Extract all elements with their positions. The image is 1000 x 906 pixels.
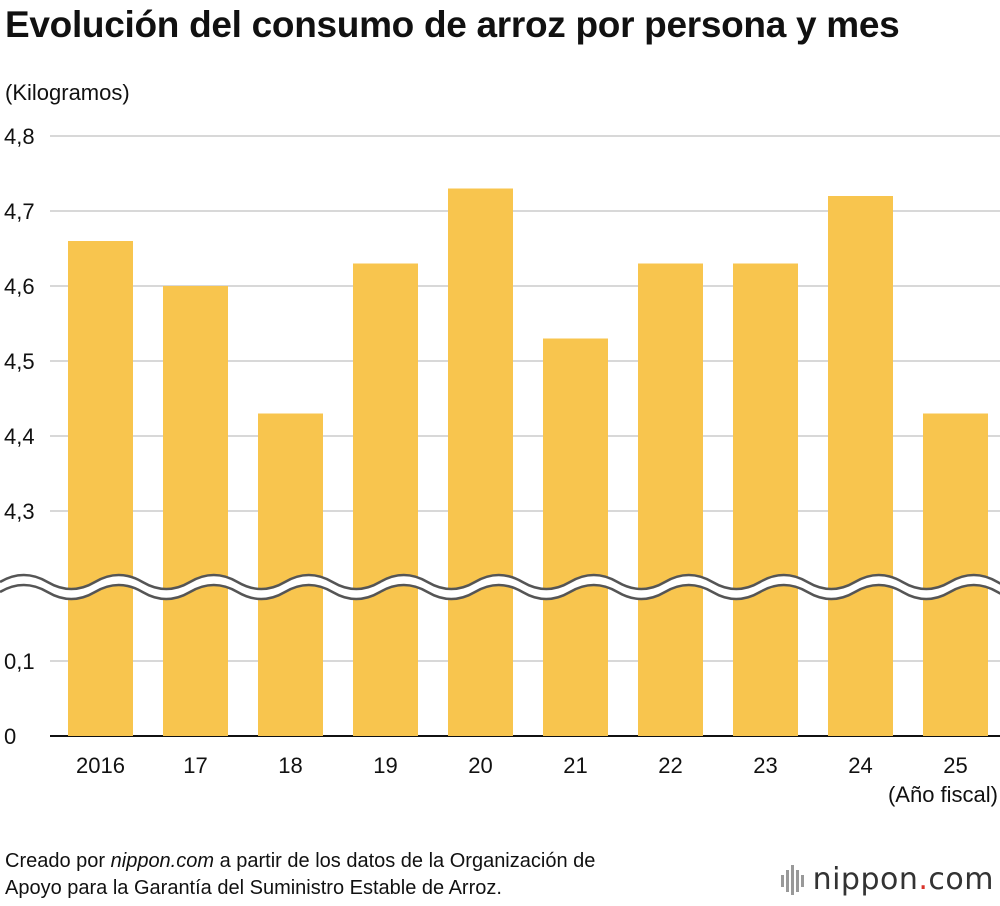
- x-tick-label: 2016: [76, 753, 125, 778]
- x-tick-label: 19: [373, 753, 397, 778]
- y-tick-label: 0: [4, 724, 16, 749]
- y-tick-label: 4,4: [4, 424, 35, 449]
- x-tick-label: 22: [658, 753, 682, 778]
- chart-title: Evolución del consumo de arroz por perso…: [5, 4, 900, 45]
- y-tick-label: 4,3: [4, 499, 35, 524]
- logo-text-post: com: [928, 862, 994, 897]
- x-tick-label: 23: [753, 753, 777, 778]
- x-tick-label: 21: [563, 753, 587, 778]
- x-tick-label: 17: [183, 753, 207, 778]
- bar: [638, 263, 703, 736]
- logo-text: nippon.com: [813, 862, 994, 897]
- bar: [828, 196, 893, 736]
- bars: [68, 188, 988, 736]
- source-text-before: Creado por: [5, 850, 111, 872]
- bar: [448, 188, 513, 736]
- axis-break-gap: [0, 575, 1000, 599]
- source-text-line2: Apoyo para la Garantía del Suministro Es…: [5, 877, 502, 899]
- bar: [543, 338, 608, 736]
- x-tick-label: 25: [943, 753, 967, 778]
- bar: [353, 263, 418, 736]
- y-tick-label: 4,5: [4, 349, 35, 374]
- x-tick-label: 18: [278, 753, 302, 778]
- bar: [68, 241, 133, 736]
- y-axis-label: (Kilogramos): [5, 80, 130, 105]
- y-tick-label: 0,1: [4, 649, 35, 674]
- y-tick-label: 4,6: [4, 274, 35, 299]
- axis-break: [0, 573, 1000, 601]
- source-brand: nippon.com: [110, 850, 215, 872]
- logo-text-pre: nippon: [812, 862, 919, 897]
- logo-dot: .: [918, 862, 929, 897]
- logo-bars-icon: [780, 864, 804, 895]
- x-tick-label: 24: [848, 753, 872, 778]
- source-text-line1: a partir de los datos de la Organización…: [214, 850, 596, 872]
- source-note: Creado por nippon.com a partir de los da…: [5, 848, 595, 902]
- axis-break-lower-line: [0, 583, 1000, 601]
- nippon-logo: nippon.com: [780, 862, 994, 897]
- x-axis-label: (Año fiscal): [887, 782, 998, 807]
- y-tick-labels: 0 0,1 4,3 4,4 4,5 4,6 4,7 4,8: [4, 124, 35, 749]
- bar: [733, 263, 798, 736]
- axis-break-upper-line: [0, 573, 1000, 591]
- bar: [163, 286, 228, 736]
- y-tick-label: 4,7: [4, 199, 35, 224]
- x-tick-labels: 2016 17 18 19 20 21 22 23 24 25: [76, 753, 968, 778]
- x-tick-label: 20: [468, 753, 492, 778]
- y-tick-label: 4,8: [4, 124, 35, 149]
